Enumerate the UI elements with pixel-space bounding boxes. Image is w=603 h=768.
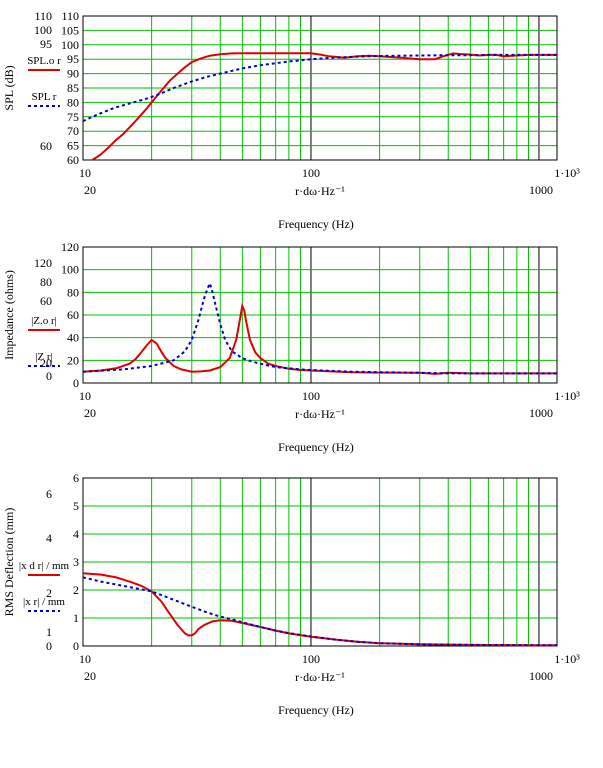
y-tick-label: 70 xyxy=(67,124,79,138)
x-tick-label: 1·10³ xyxy=(554,652,580,666)
x-tick-label: 1·10³ xyxy=(554,166,580,180)
x-tick-label: 10 xyxy=(79,166,91,180)
y-marker-label: 2 xyxy=(46,586,52,600)
y-tick-label: 65 xyxy=(67,139,79,153)
plot-frame xyxy=(82,246,558,384)
y-marker-label: 60 xyxy=(40,139,52,153)
y-tick-label: 100 xyxy=(61,263,79,277)
y-tick-label: 1 xyxy=(73,611,79,625)
series-line-solid-1 xyxy=(91,52,557,161)
y-marker-label: 80 xyxy=(40,275,52,289)
y-tick-label: 60 xyxy=(67,308,79,322)
y-marker-label: 6 xyxy=(46,487,52,501)
y-tick-label: 60 xyxy=(67,153,79,167)
x-tick-label: 10 xyxy=(79,389,91,403)
y-tick-label: 0 xyxy=(73,639,79,653)
x-marker-label: 1000 xyxy=(529,406,553,420)
x-expression-label: r·dω·Hz⁻¹ xyxy=(295,184,345,198)
y-tick-label: 80 xyxy=(67,285,79,299)
x-tick-label: 100 xyxy=(302,389,320,403)
x-marker-label: 20 xyxy=(84,669,96,683)
series-line-dashed-2 xyxy=(82,280,557,375)
y-tick-label: 3 xyxy=(73,555,79,569)
x-marker-label: 1000 xyxy=(529,183,553,197)
y-marker-label: 4 xyxy=(46,531,52,545)
x-tick-label: 1·10³ xyxy=(554,389,580,403)
x-tick-label: 100 xyxy=(302,166,320,180)
y-tick-label: 6 xyxy=(73,471,79,485)
y-axis-title: SPL (dB) xyxy=(2,65,16,110)
plot-frame xyxy=(82,15,558,161)
x-axis-title: Frequency (Hz) xyxy=(278,440,354,454)
x-axis-title: Frequency (Hz) xyxy=(278,217,354,231)
plot-frame xyxy=(82,477,558,647)
x-marker-label: 1000 xyxy=(529,669,553,683)
legend-label: |Z.o r| xyxy=(31,315,57,327)
y-marker-label: 110 xyxy=(34,9,52,23)
y-tick-label: 95 xyxy=(67,52,79,66)
y-tick-label: 0 xyxy=(73,376,79,390)
legend-label: SPL r xyxy=(32,91,57,103)
x-tick-label: 10 xyxy=(79,652,91,666)
y-tick-label: 5 xyxy=(73,499,79,513)
y-marker-label: 120 xyxy=(34,256,52,270)
y-axis-title: Impedance (ohms) xyxy=(2,270,16,360)
y-axis-title: RMS Deflection (mm) xyxy=(2,508,16,617)
y-tick-label: 40 xyxy=(67,331,79,345)
series-line-solid-2 xyxy=(82,302,557,375)
y-marker-label: 100 xyxy=(34,23,52,37)
x-expression-label: r·dω·Hz⁻¹ xyxy=(295,407,345,421)
y-tick-label: 85 xyxy=(67,81,79,95)
x-tick-label: 100 xyxy=(302,652,320,666)
series-line-dashed-3 xyxy=(82,576,557,647)
y-tick-label: 75 xyxy=(67,110,79,124)
y-tick-label: 120 xyxy=(61,240,79,254)
y-tick-label: 20 xyxy=(67,353,79,367)
y-marker-label: 0 xyxy=(46,639,52,653)
y-tick-label: 4 xyxy=(73,527,79,541)
y-tick-label: 105 xyxy=(61,23,79,37)
series-line-solid-3 xyxy=(82,572,557,647)
legend-label: SPL.o r xyxy=(27,55,61,67)
legend-label: |x r| / mm xyxy=(23,596,65,608)
x-axis-title: Frequency (Hz) xyxy=(278,703,354,717)
y-tick-label: 90 xyxy=(67,67,79,81)
y-marker-label: 60 xyxy=(40,294,52,308)
x-marker-label: 20 xyxy=(84,406,96,420)
y-marker-label: 0 xyxy=(46,369,52,383)
legend-label: |Z r| xyxy=(35,351,53,363)
y-marker-label: 95 xyxy=(40,37,52,51)
legend-label: |x d r| / mm xyxy=(19,560,70,572)
y-tick-label: 100 xyxy=(61,38,79,52)
y-tick-label: 110 xyxy=(61,9,79,23)
y-marker-label: 1 xyxy=(46,625,52,639)
x-expression-label: r·dω·Hz⁻¹ xyxy=(295,670,345,684)
y-tick-label: 80 xyxy=(67,95,79,109)
y-tick-label: 2 xyxy=(73,583,79,597)
x-marker-label: 20 xyxy=(84,183,96,197)
